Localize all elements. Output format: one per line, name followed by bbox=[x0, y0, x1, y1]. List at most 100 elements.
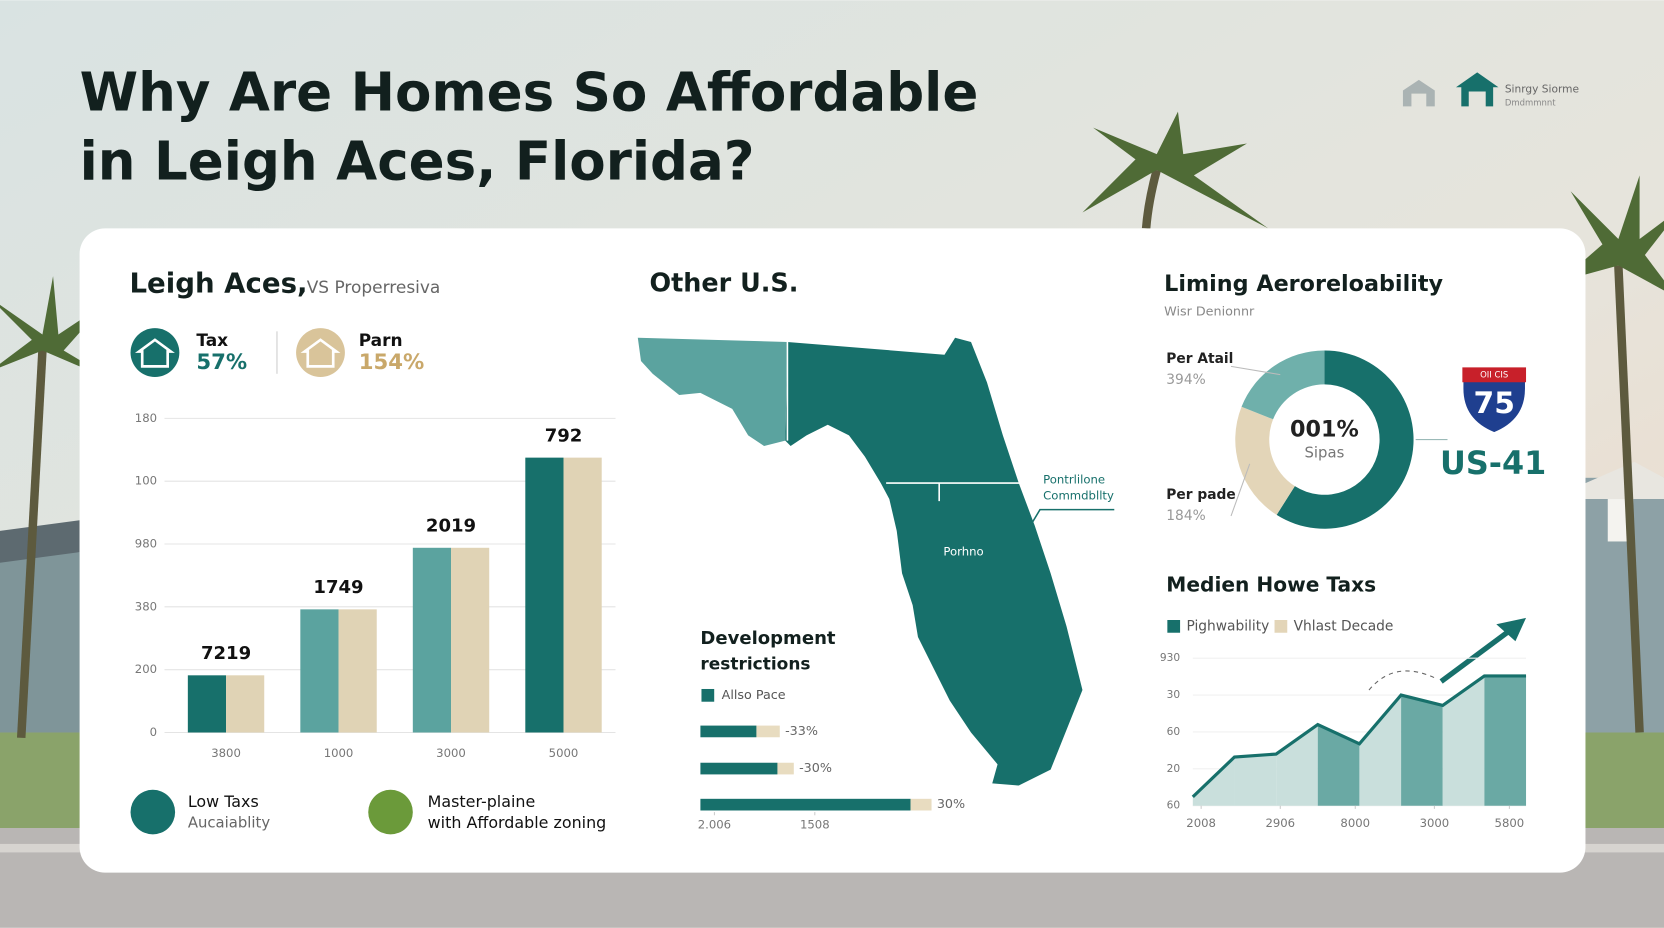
area-band bbox=[1234, 754, 1277, 806]
bar bbox=[700, 762, 778, 775]
legend-swatch bbox=[1274, 620, 1288, 633]
brand: Sinrgy Siorme Dmdmmnnt bbox=[1402, 72, 1579, 108]
bar-annotation: 7219 bbox=[201, 643, 251, 664]
y-tick-label: 60 bbox=[1167, 799, 1181, 812]
feature-icon bbox=[130, 789, 176, 835]
area-band bbox=[1401, 695, 1443, 806]
hbar-title: Development bbox=[700, 628, 836, 649]
y-tick-label: 60 bbox=[1167, 725, 1181, 738]
x-tick-label: 2.006 bbox=[698, 817, 731, 831]
feature-title: Master-plaine bbox=[428, 792, 536, 811]
slice-label: Per Atail bbox=[1166, 351, 1233, 367]
area-band bbox=[1359, 695, 1402, 806]
shield-top: OII CIS bbox=[1480, 369, 1508, 379]
stat-label: Tax bbox=[196, 331, 228, 351]
panel-subtitle: VS Properresiva bbox=[307, 278, 441, 298]
leader-line bbox=[1230, 365, 1281, 376]
map-title: Other U.S. bbox=[649, 269, 798, 299]
y-tick-label: 380 bbox=[135, 599, 157, 613]
legend-label: Pighwability bbox=[1186, 618, 1269, 634]
bar bbox=[187, 675, 227, 733]
x-tick-label: 5800 bbox=[1495, 816, 1525, 830]
donut-slice bbox=[1241, 350, 1325, 420]
bar bbox=[412, 547, 452, 733]
legend-label: Allso Pace bbox=[722, 688, 786, 703]
y-tick-label: 100 bbox=[135, 474, 157, 488]
x-tick-label: 2008 bbox=[1186, 816, 1216, 830]
y-tick-label: 20 bbox=[1167, 762, 1181, 775]
y-tick-label: 0 bbox=[150, 725, 157, 739]
feature-icon bbox=[368, 789, 413, 835]
x-tick-label: 5000 bbox=[549, 746, 579, 760]
bar bbox=[525, 457, 564, 733]
trend-dash bbox=[1368, 670, 1439, 691]
slice-label: Per pade bbox=[1166, 487, 1235, 503]
trend-arrow bbox=[1439, 624, 1518, 684]
center-label: Sipas bbox=[1305, 443, 1345, 461]
highway-shield bbox=[1461, 366, 1528, 435]
bar bbox=[777, 762, 794, 775]
bar bbox=[563, 457, 602, 733]
bar-annotation: 2019 bbox=[426, 516, 476, 537]
donut-slice bbox=[1235, 406, 1295, 515]
legend-label: Vhlast Decade bbox=[1294, 618, 1394, 634]
bar bbox=[910, 798, 932, 811]
area-band bbox=[1276, 724, 1318, 806]
bar bbox=[338, 609, 377, 733]
slice-annotation: 394% bbox=[1166, 372, 1205, 388]
florida-map bbox=[637, 337, 1115, 786]
route-label: US-41 bbox=[1440, 444, 1546, 482]
stat-label: Parn bbox=[359, 331, 403, 351]
bar-annotation: -30% bbox=[799, 761, 832, 776]
feature-text: with Affordable zoning bbox=[428, 813, 607, 832]
panel-subtitle: Wisr Denionnr bbox=[1164, 305, 1255, 320]
bar-annotation: 792 bbox=[545, 425, 583, 446]
route-number: 75 bbox=[1474, 386, 1515, 421]
x-tick-label: 3000 bbox=[436, 746, 466, 760]
x-tick-label: 1508 bbox=[800, 817, 830, 831]
area-band bbox=[1317, 724, 1360, 806]
bar bbox=[700, 725, 757, 738]
y-tick-label: 180 bbox=[135, 411, 157, 425]
area-band bbox=[1192, 757, 1235, 806]
slice-annotation: 184% bbox=[1166, 508, 1205, 524]
panel-title: Liming Aeroreloability bbox=[1164, 271, 1443, 297]
donut-slice bbox=[1276, 350, 1414, 529]
x-tick-label: 3800 bbox=[211, 746, 241, 760]
y-tick-label: 30 bbox=[1167, 688, 1181, 701]
center-value: 001% bbox=[1290, 417, 1359, 443]
leader-line bbox=[1230, 463, 1251, 517]
y-tick-label: 980 bbox=[135, 537, 157, 551]
y-tick-label: 200 bbox=[135, 662, 157, 676]
x-tick-label: 8000 bbox=[1340, 816, 1370, 830]
bar bbox=[451, 547, 490, 733]
x-tick-label: 3000 bbox=[1420, 816, 1450, 830]
title-line: Why Are Homes So Affordable bbox=[80, 61, 979, 123]
bar bbox=[700, 798, 911, 811]
area-line bbox=[1191, 674, 1527, 799]
y-tick-label: 930 bbox=[1160, 651, 1180, 664]
bar-annotation: 1749 bbox=[313, 577, 363, 598]
hbar-title: restrictions bbox=[700, 655, 810, 675]
panel-title: Leigh Aces, bbox=[129, 267, 307, 300]
icon bbox=[300, 338, 341, 368]
feature-title: Low Taxs bbox=[188, 792, 259, 811]
x-tick-label: 2906 bbox=[1265, 816, 1295, 830]
x-tick-label: 1000 bbox=[324, 746, 354, 760]
area-band bbox=[1484, 675, 1527, 806]
area-band bbox=[1442, 675, 1485, 806]
bar bbox=[756, 725, 780, 738]
legend-swatch bbox=[1167, 620, 1181, 633]
trend-arrow-head bbox=[1496, 617, 1527, 642]
bar bbox=[300, 609, 339, 733]
feature-text: Aucaiablity bbox=[188, 814, 271, 832]
title-line: in Leigh Aces, Florida? bbox=[80, 130, 755, 192]
stat-value: 57% bbox=[196, 350, 247, 375]
brand-sub: Dmdmmnnt bbox=[1505, 98, 1556, 108]
brand-name: Sinrgy Siorme bbox=[1505, 82, 1579, 95]
icon bbox=[134, 338, 175, 368]
map-callout: Commdbllty bbox=[1043, 488, 1114, 502]
legend-swatch bbox=[701, 688, 715, 702]
map-city: Porhno bbox=[943, 545, 983, 559]
